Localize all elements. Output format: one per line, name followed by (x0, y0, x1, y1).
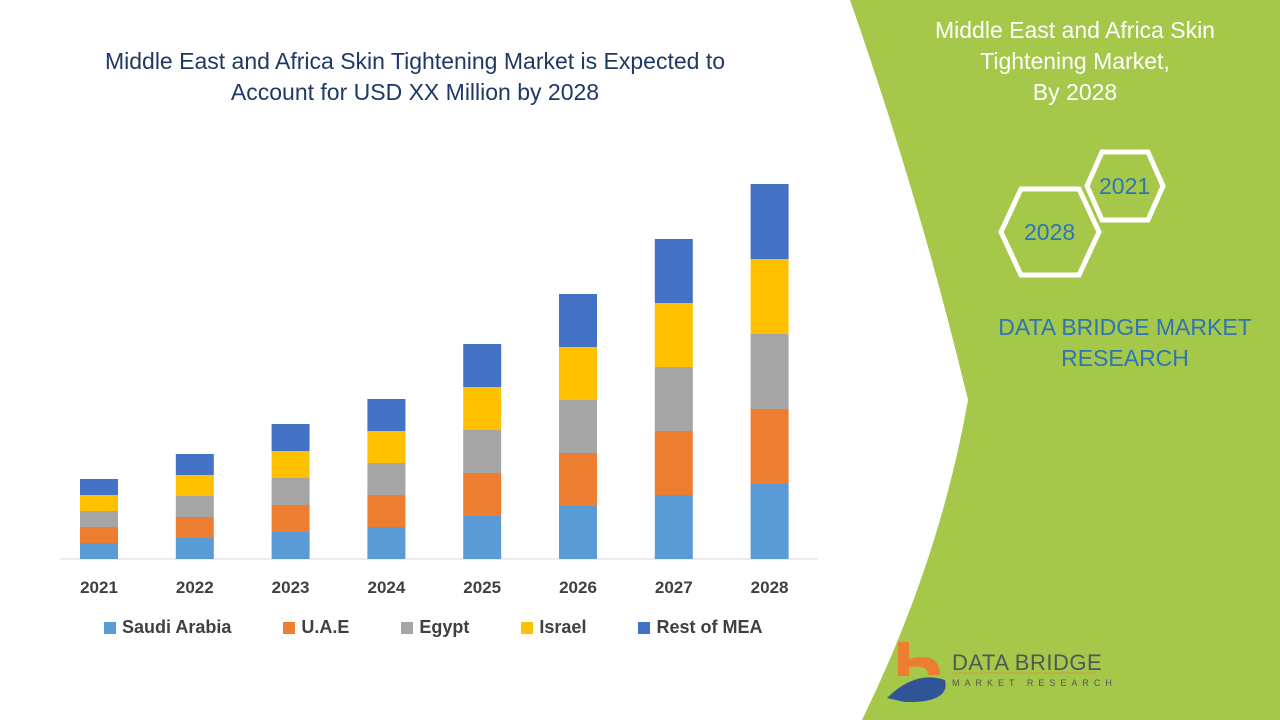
bar-segment-2027-saudi-arabia (654, 495, 693, 559)
bar-segment-2021-israel (80, 495, 118, 511)
legend-item: Saudi Arabia (104, 617, 231, 638)
logo-subtitle: MARKET RESEARCH (952, 678, 1117, 688)
panel-title-line-1: Middle East and Africa Skin (935, 17, 1215, 43)
panel-title: Middle East and Africa Skin Tightening M… (900, 15, 1250, 108)
x-tick-label: 2028 (751, 578, 789, 597)
bar-segment-2026-rest-of-mea (559, 294, 597, 347)
bar-segment-2024-israel (367, 431, 406, 463)
bar-segment-2027-egypt (654, 367, 693, 431)
bar-segment-2021-egypt (80, 511, 118, 527)
bar-segment-2022-israel (175, 475, 214, 496)
legend-item: Rest of MEA (638, 617, 762, 638)
hexagon-2021 (1084, 149, 1166, 223)
panel-title-line-3: By 2028 (1032, 79, 1118, 105)
bar-segment-2024-egypt (367, 463, 406, 495)
legend-swatch (638, 621, 651, 634)
x-tick-label: 2026 (559, 578, 597, 597)
x-tick-label: 2025 (463, 578, 501, 597)
hex-label-2021: 2021 (1099, 173, 1151, 199)
bar-segment-2027-u-a-e (654, 431, 693, 495)
bar-segment-2025-egypt (463, 430, 502, 473)
brand-text: DATA BRIDGE MARKET RESEARCH (985, 312, 1265, 374)
legend-label: Rest of MEA (656, 617, 763, 637)
bar-segment-2023-egypt (271, 478, 310, 505)
bar-segment-2025-saudi-arabia (463, 516, 502, 559)
bar-segment-2022-u-a-e (175, 517, 214, 538)
panel-title-line-2: Tightening Market, (980, 48, 1170, 74)
legend-label: Israel (539, 617, 587, 637)
bar-segment-2024-saudi-arabia (367, 527, 406, 559)
legend-label: Saudi Arabia (122, 617, 232, 637)
logo-title: DATA BRIDGE (952, 650, 1103, 675)
bar-segment-2028-saudi-arabia (750, 484, 789, 559)
title-line-1: Middle East and Africa Skin Tightening M… (104, 48, 726, 74)
bar-segment-2024-u-a-e (367, 495, 406, 527)
brand-line-2: RESEARCH (1061, 345, 1189, 371)
bar-segment-2023-saudi-arabia (271, 532, 310, 559)
bar-segment-2028-u-a-e (750, 409, 789, 484)
bar-segment-2026-israel (559, 347, 597, 400)
bar-segment-2023-israel (271, 451, 310, 478)
legend-label: Egypt (419, 617, 470, 637)
bar-segment-2027-israel (654, 303, 693, 367)
legend-item: Israel (521, 617, 586, 638)
legend-swatch (104, 621, 116, 634)
bar-segment-2028-egypt (750, 334, 789, 409)
bar-segment-2028-rest-of-mea (750, 184, 789, 259)
bar-segment-2021-rest-of-mea (80, 479, 118, 495)
bar-segment-2028-israel (750, 259, 789, 334)
bar-segment-2023-rest-of-mea (271, 424, 310, 451)
green-panel (850, 0, 1280, 720)
legend-item: Egypt (401, 617, 469, 638)
bar-segment-2027-rest-of-mea (654, 239, 693, 303)
legend-swatch (521, 621, 534, 634)
legend-item: U.A.E (283, 617, 349, 638)
x-tick-label: 2021 (80, 578, 118, 597)
brand-line-1: DATA BRIDGE MARKET (998, 314, 1252, 340)
x-tick-label: 2024 (367, 578, 405, 597)
x-tick-label: 2023 (272, 578, 310, 597)
bar-segment-2022-egypt (175, 496, 214, 517)
bar-segment-2025-u-a-e (463, 473, 502, 516)
bar-segment-2022-rest-of-mea (175, 454, 214, 475)
bar-segment-2021-saudi-arabia (80, 543, 118, 559)
title-line-2: Account for USD XX Million by 2028 (230, 79, 600, 105)
legend-swatch (401, 621, 414, 634)
legend: Saudi Arabia U.A.E Egypt Israel Rest of MEA (104, 617, 814, 638)
x-tick-label: 2022 (176, 578, 214, 597)
hex-label-2028: 2028 (1024, 219, 1076, 245)
bar-segment-2021-u-a-e (80, 527, 118, 543)
bar-segment-2026-egypt (559, 400, 597, 453)
bar-segment-2025-rest-of-mea (463, 344, 502, 387)
bar-segment-2026-saudi-arabia (559, 506, 597, 559)
legend-label: U.A.E (301, 617, 350, 637)
bar-segment-2026-u-a-e (559, 453, 597, 506)
chart-title: Middle East and Africa Skin Tightening M… (40, 46, 790, 108)
x-tick-label: 2027 (655, 578, 693, 597)
stacked-bar-chart: 2021 2022 2023 2024 2025 2026 2027 2028 (60, 184, 818, 597)
legend-swatch (283, 621, 296, 634)
logo-icon (887, 642, 1095, 702)
bar-segment-2025-israel (463, 387, 502, 430)
bar-segment-2024-rest-of-mea (367, 399, 406, 431)
bar-segment-2023-u-a-e (271, 505, 310, 532)
bar-segment-2022-saudi-arabia (175, 538, 214, 559)
hexagon-2028 (998, 186, 1102, 278)
